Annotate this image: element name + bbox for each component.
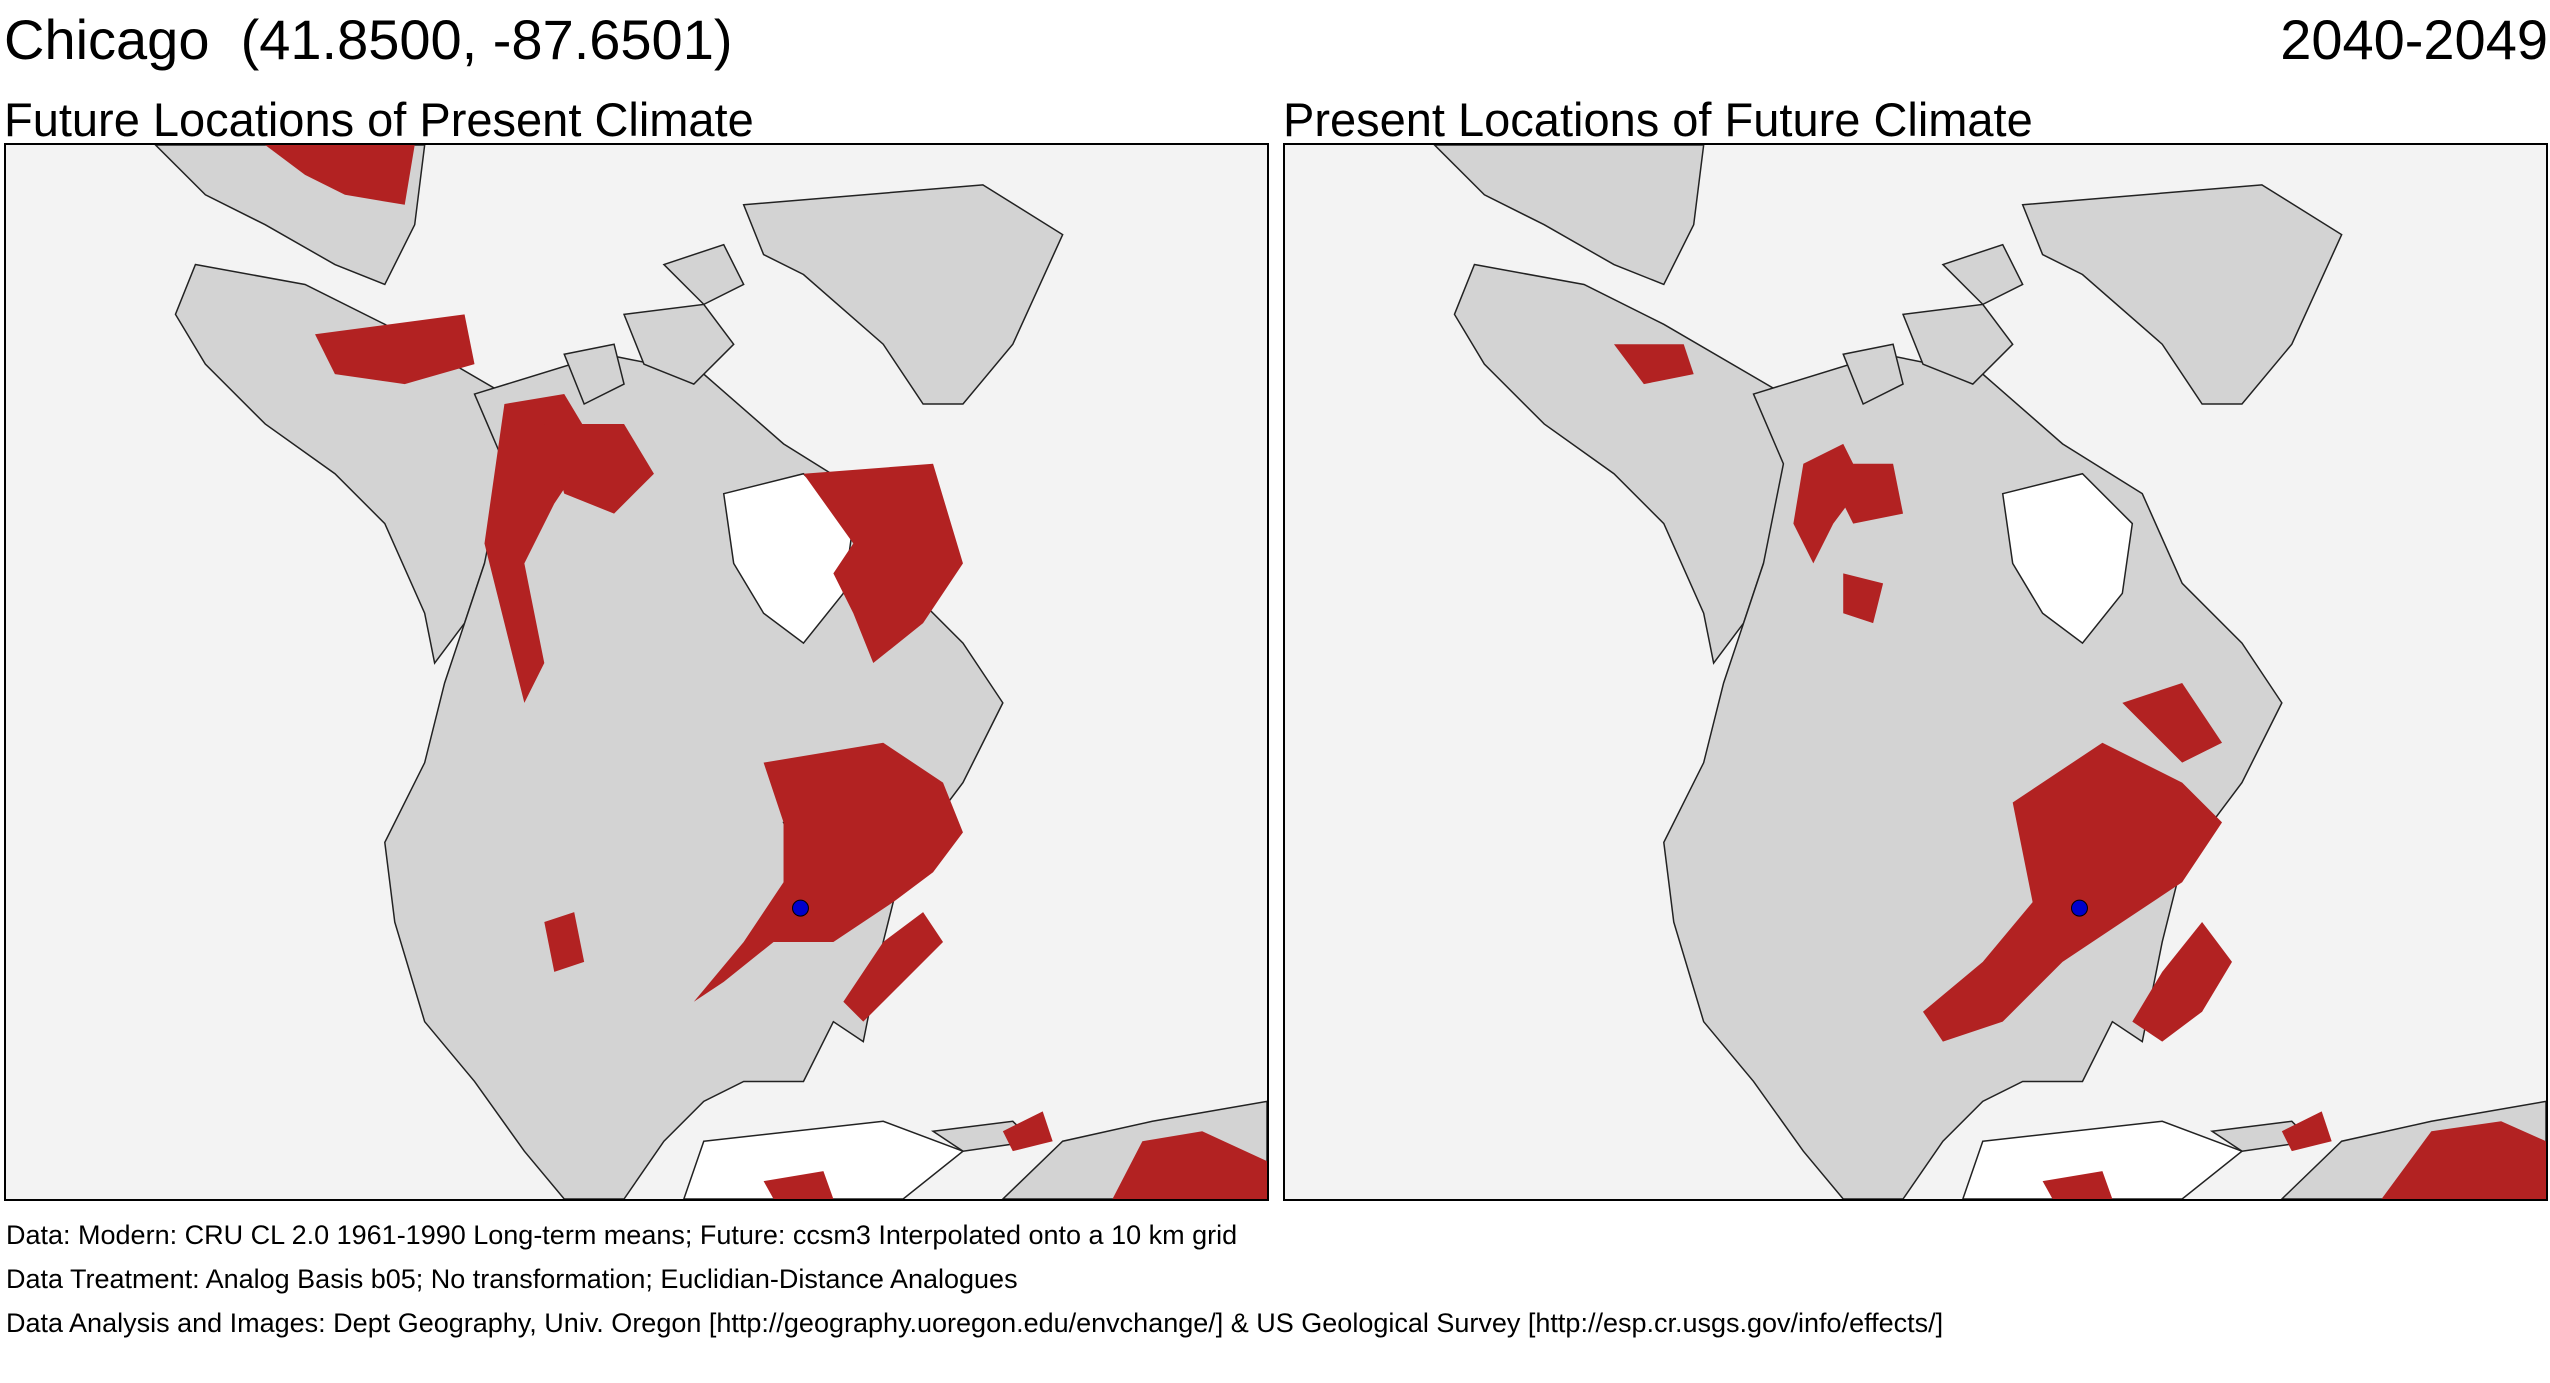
location-title: Chicago (41.8500, -87.6501) [4, 8, 733, 71]
right-map [1285, 145, 2546, 1199]
footer-analysis: Data Analysis and Images: Dept Geography… [6, 1308, 1944, 1338]
left-panel-title: Future Locations of Present Climate [4, 93, 754, 146]
period-title: 2040-2049 [2280, 8, 2548, 71]
right-map-panel [1283, 143, 2548, 1201]
left-map-panel [4, 143, 1269, 1201]
left-map [6, 145, 1267, 1199]
right-panel-title: Present Locations of Future Climate [1283, 93, 2033, 146]
footer-treatment: Data Treatment: Analog Basis b05; No tra… [6, 1264, 1018, 1294]
analog-regions [1613, 344, 2546, 1199]
footer-data: Data: Modern: CRU CL 2.0 1961-1990 Long-… [6, 1220, 1238, 1250]
analog-regions [265, 145, 1267, 1199]
chicago-marker-right [2071, 899, 2088, 917]
chicago-marker-left [792, 899, 809, 917]
land-masses [1433, 145, 2546, 1199]
